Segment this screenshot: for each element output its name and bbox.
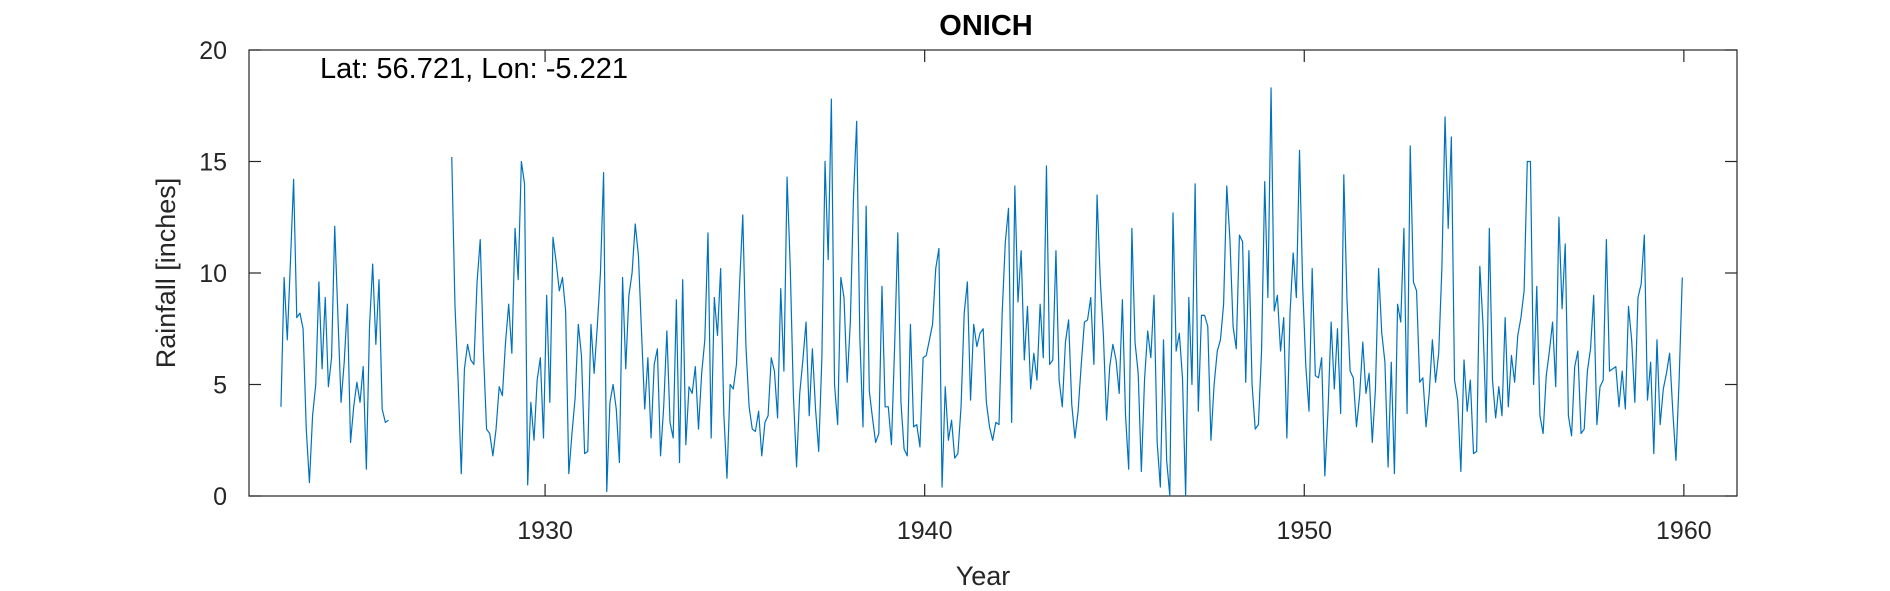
x-axis-label: Year xyxy=(956,561,1011,591)
y-tick-label: 20 xyxy=(199,37,227,65)
y-tick-label: 15 xyxy=(199,149,227,177)
y-tick-label: 0 xyxy=(213,483,227,511)
rainfall-line-segment xyxy=(451,87,1683,497)
x-tick-label: 1940 xyxy=(897,517,953,545)
rainfall-series xyxy=(280,87,1683,497)
x-tick-label: 1950 xyxy=(1276,517,1332,545)
y-tick-label: 5 xyxy=(213,372,227,400)
axis-ticks: 1930 1940 1950 1960 0 5 10 15 20 xyxy=(199,37,1737,545)
x-tick-label: 1930 xyxy=(517,517,573,545)
x-tick-label: 1960 xyxy=(1656,517,1712,545)
chart-title: ONICH xyxy=(939,10,1032,42)
y-axis-label: Rainfall [inches] xyxy=(151,178,181,369)
rainfall-line-segment xyxy=(280,178,389,484)
y-tick-label: 10 xyxy=(199,260,227,288)
plot-area xyxy=(248,49,1738,497)
station-coordinates-annotation: Lat: 56.721, Lon: -5.221 xyxy=(320,53,628,85)
